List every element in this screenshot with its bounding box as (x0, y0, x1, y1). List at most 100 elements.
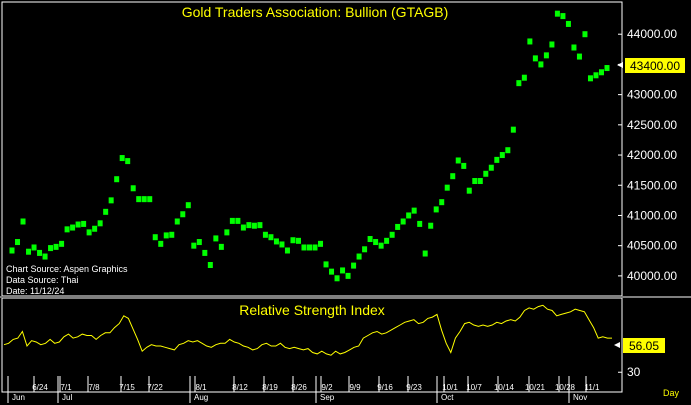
price-point (163, 232, 169, 239)
price-point (64, 226, 70, 233)
price-point (75, 221, 81, 228)
price-point (576, 53, 582, 60)
price-point (9, 247, 15, 254)
price-point (340, 267, 346, 274)
price-point (235, 217, 241, 224)
price-point (180, 211, 186, 218)
price-point (477, 178, 483, 185)
x-tick-label: 10/1 (442, 383, 458, 392)
price-point (439, 199, 445, 206)
price-point (42, 253, 48, 260)
price-point (114, 176, 120, 183)
price-point (356, 253, 362, 260)
price-point (395, 223, 401, 230)
price-point (92, 225, 98, 232)
price-point (37, 249, 43, 256)
month-label: Nov (573, 393, 587, 402)
price-point (527, 38, 533, 45)
price-point (81, 220, 87, 227)
price-point (307, 244, 312, 251)
x-tick-label: 7/8 (88, 383, 100, 392)
price-tick-label: 41500.00 (627, 178, 677, 192)
price-point (587, 75, 593, 82)
price-point (406, 212, 412, 219)
price-point (152, 234, 158, 241)
x-tick-label: 8/12 (232, 383, 248, 392)
price-point (207, 262, 213, 268)
price-series (9, 10, 610, 282)
price-point (428, 222, 434, 229)
rsi-panel-frame (1, 297, 623, 393)
price-point (273, 238, 279, 245)
price-point (202, 249, 208, 256)
price-point (582, 31, 588, 38)
price-point (290, 237, 296, 244)
rsi-chart-title: Relative Strength Index (239, 302, 385, 318)
x-tick-label: 11/1 (585, 383, 601, 392)
price-point (329, 268, 335, 275)
price-point (598, 69, 604, 76)
price-point (15, 239, 21, 246)
x-tick-label: 8/19 (262, 383, 278, 392)
price-point (521, 74, 527, 81)
price-tick-label: 42500.00 (627, 118, 677, 132)
price-last-value-badge: 43400.00 (617, 58, 685, 73)
price-point (373, 239, 379, 246)
price-pointer-icon (617, 62, 623, 68)
price-point (119, 155, 125, 162)
rsi-pointer-icon (614, 342, 620, 348)
x-tick-label: 6/24 (32, 383, 48, 392)
price-point (538, 61, 544, 68)
price-point (345, 272, 351, 279)
rsi-line (3, 304, 612, 356)
x-tick-label: 7/22 (147, 383, 163, 392)
x-tick-label: 7/15 (119, 383, 135, 392)
price-point (86, 229, 92, 236)
price-point (169, 231, 175, 238)
price-point (417, 220, 423, 227)
price-point (196, 239, 202, 246)
price-point (571, 44, 577, 51)
price-point (147, 196, 153, 203)
price-point (455, 157, 461, 164)
price-point (494, 156, 500, 163)
x-tick-label: 7/1 (60, 383, 72, 392)
month-label: Sep (320, 393, 335, 402)
price-point (516, 80, 522, 87)
price-point (97, 220, 103, 227)
price-point (532, 55, 538, 62)
price-point (59, 240, 65, 247)
price-point (499, 152, 505, 159)
price-point (191, 242, 197, 249)
price-point (103, 208, 109, 215)
price-point (257, 222, 263, 229)
price-point (158, 240, 164, 247)
price-tick-label: 42000.00 (627, 148, 677, 162)
x-tick-label: 8/1 (195, 383, 207, 392)
price-point (229, 217, 235, 224)
price-point (48, 245, 54, 252)
price-point (31, 244, 37, 251)
x-tick-label: 9/9 (349, 383, 361, 392)
x-tick-label: 10/21 (525, 383, 546, 392)
interval-label: Day (663, 388, 680, 398)
price-point (593, 72, 599, 79)
rsi-last-value: 56.05 (629, 339, 659, 353)
price-tick-label: 43000.00 (627, 88, 677, 102)
price-point (318, 240, 324, 247)
price-point (543, 52, 549, 59)
price-point (461, 162, 467, 169)
x-tick-label: 8/26 (291, 383, 307, 392)
price-point (240, 224, 246, 231)
price-point (312, 244, 318, 251)
x-tick-label: 10/7 (466, 383, 482, 392)
price-point (422, 250, 428, 257)
price-point (301, 244, 307, 251)
price-point (70, 224, 76, 231)
price-point (20, 218, 26, 225)
price-point (53, 243, 59, 250)
price-point (284, 247, 290, 254)
price-point (108, 197, 114, 204)
x-tick-label: 9/16 (377, 383, 393, 392)
